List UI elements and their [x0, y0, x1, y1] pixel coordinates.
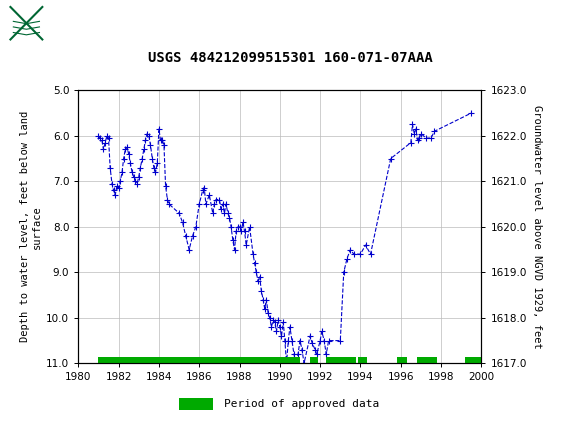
Y-axis label: Groundwater level above NGVD 1929, feet: Groundwater level above NGVD 1929, feet	[532, 105, 542, 349]
Bar	[397, 357, 407, 363]
Bar	[310, 357, 318, 363]
Text: Period of approved data: Period of approved data	[224, 399, 379, 409]
Bar	[358, 357, 367, 363]
FancyBboxPatch shape	[10, 7, 42, 40]
Bar	[417, 357, 437, 363]
Bar	[179, 398, 213, 410]
Bar	[465, 357, 481, 363]
Y-axis label: Depth to water level, feet below land
surface: Depth to water level, feet below land su…	[20, 111, 42, 342]
Bar	[326, 357, 357, 363]
Text: USGS 484212099515301 160-071-07AAA: USGS 484212099515301 160-071-07AAA	[148, 51, 432, 65]
Text: USGS: USGS	[49, 14, 104, 32]
Bar	[99, 357, 300, 363]
